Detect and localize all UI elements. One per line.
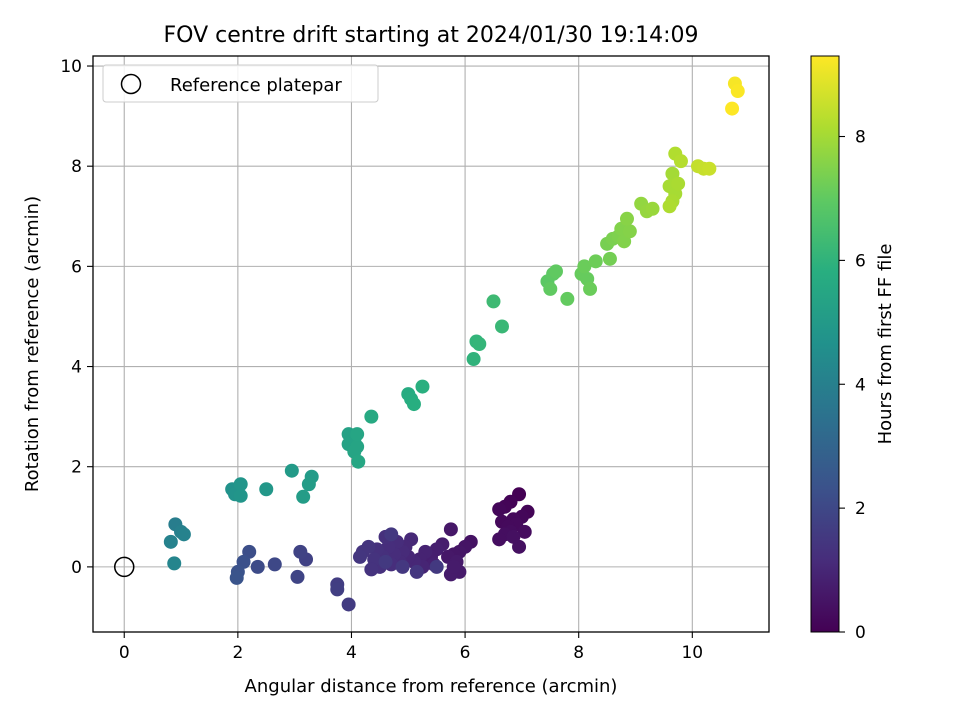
data-point: [588, 254, 603, 269]
data-point: [486, 294, 501, 309]
data-point: [351, 454, 366, 469]
data-point: [725, 101, 740, 116]
data-point: [350, 427, 365, 442]
data-point: [378, 554, 393, 569]
data-point: [290, 569, 305, 584]
data-points: [163, 76, 745, 612]
data-point: [296, 489, 311, 504]
data-point: [167, 556, 182, 571]
y-tick-label: 6: [71, 257, 82, 277]
data-point: [284, 463, 299, 478]
y-tick-label: 10: [60, 57, 82, 77]
data-point: [233, 488, 248, 503]
legend: Reference platepar: [102, 64, 379, 103]
data-point: [163, 534, 178, 549]
data-point: [472, 337, 487, 351]
data-point: [671, 176, 686, 191]
x-axis-ticks: 0 2 4 6 8 10: [119, 632, 703, 663]
data-point: [583, 281, 598, 296]
data-point: [259, 482, 274, 497]
data-point: [384, 527, 399, 542]
data-point: [560, 291, 575, 306]
data-point: [622, 224, 637, 239]
colorbar-tick-label: 2: [855, 499, 866, 519]
data-point: [543, 281, 558, 296]
data-point: [176, 527, 191, 542]
y-tick-label: 2: [71, 458, 82, 478]
colorbar-gradient: [810, 55, 840, 633]
data-point: [662, 199, 677, 214]
data-point: [673, 154, 688, 169]
data-point: [492, 502, 507, 517]
data-point: [233, 477, 248, 492]
data-point: [406, 397, 421, 412]
y-axis-ticks: 0 2 4 6 8 10: [60, 57, 93, 578]
x-tick-label: 2: [232, 643, 243, 663]
data-point: [352, 549, 367, 564]
data-point: [364, 562, 379, 577]
data-point: [301, 477, 316, 492]
data-point: [330, 582, 345, 597]
colorbar-tick-label: 4: [855, 375, 866, 395]
data-point: [466, 352, 481, 367]
data-point: [619, 211, 634, 226]
colorbar-ticks: 0 2 4 6 8: [839, 128, 866, 643]
data-point: [702, 161, 717, 176]
legend-box: [102, 64, 379, 103]
legend-marker-icon: [120, 73, 142, 95]
data-point: [429, 559, 444, 574]
data-point: [250, 559, 265, 574]
data-point: [492, 532, 507, 547]
data-point: [645, 201, 660, 216]
data-point: [443, 522, 458, 537]
x-tick-label: 10: [681, 643, 703, 663]
data-point: [602, 251, 617, 266]
x-axis-label: Angular distance from reference (arcmin): [245, 676, 618, 697]
data-point: [517, 524, 532, 539]
colorbar-tick-label: 0: [855, 623, 866, 643]
x-tick-label: 6: [460, 643, 471, 663]
data-point: [730, 84, 745, 99]
data-point: [267, 557, 282, 572]
colorbar-tick-label: 6: [855, 251, 866, 271]
data-point: [415, 379, 430, 394]
data-point: [506, 529, 521, 544]
colorbar-tick-label: 8: [855, 128, 866, 148]
x-tick-label: 8: [573, 643, 584, 663]
colorbar-label: Hours from first FF file: [875, 244, 896, 445]
y-axis-label: Rotation from reference (arcmin): [22, 196, 43, 492]
y-tick-label: 0: [71, 558, 82, 578]
data-point: [293, 544, 308, 559]
data-point: [495, 319, 510, 334]
legend-label: Reference platepar: [170, 75, 342, 96]
data-point: [364, 409, 379, 424]
y-tick-label: 4: [71, 358, 82, 378]
data-point: [548, 264, 563, 279]
plot-frame: [92, 55, 770, 633]
data-point: [395, 559, 410, 574]
chart-title: FOV centre drift starting at 2024/01/30 …: [164, 23, 699, 48]
x-tick-label: 4: [346, 643, 357, 663]
data-point: [341, 597, 356, 612]
y-tick-label: 8: [71, 157, 82, 177]
x-tick-label: 0: [119, 643, 130, 663]
data-point: [577, 259, 592, 274]
data-point: [229, 570, 244, 585]
colorbar: 0 2 4 6 8 Hours from first FF file: [810, 55, 896, 643]
reference-point: [113, 556, 135, 578]
data-point: [409, 564, 424, 579]
data-point: [446, 559, 461, 574]
reference-marker: [113, 556, 135, 578]
